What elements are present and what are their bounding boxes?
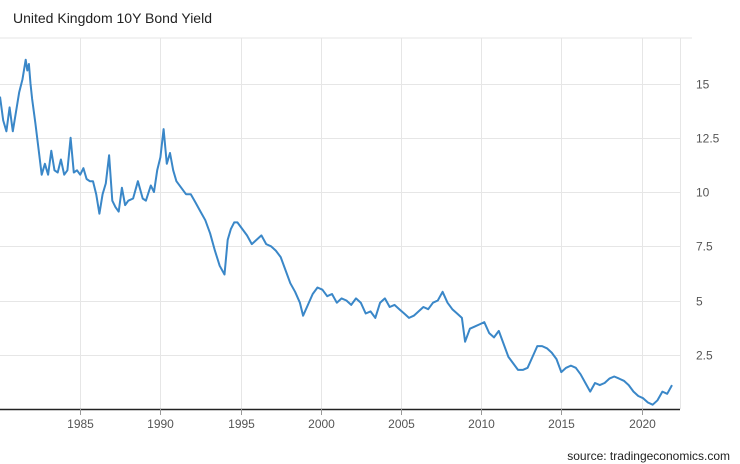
- x-tick-label: 2020: [629, 417, 656, 431]
- y-tick-label: 5: [696, 295, 703, 309]
- x-axis-ticks: 1985 1990 1995 2000 2005 2010 2015 2020: [67, 409, 656, 431]
- source-attribution[interactable]: source: tradingeconomics.com: [567, 449, 730, 463]
- series-line-uk-10y-yield[interactable]: [0, 58, 673, 406]
- x-tick-label: 1990: [147, 417, 174, 431]
- y-tick-label: 2.5: [696, 349, 713, 363]
- x-tick-label: 1995: [228, 417, 255, 431]
- chart-title: United Kingdom 10Y Bond Yield: [13, 10, 212, 26]
- x-tick-label: 1985: [67, 417, 94, 431]
- horizontal-gridlines: [0, 37, 692, 356]
- y-tick-label: 15: [696, 78, 710, 92]
- y-axis-ticks: 2.5 5 7.5 10 12.5 15: [696, 78, 720, 363]
- vertical-gridlines: [80, 38, 643, 409]
- y-tick-label: 10: [696, 186, 710, 200]
- x-tick-label: 2000: [308, 417, 335, 431]
- x-tick-label: 2015: [548, 417, 575, 431]
- x-tick-label: 2005: [388, 417, 415, 431]
- y-tick-label: 7.5: [696, 240, 713, 254]
- y-tick-label: 12.5: [696, 132, 720, 146]
- x-tick-label: 2010: [468, 417, 495, 431]
